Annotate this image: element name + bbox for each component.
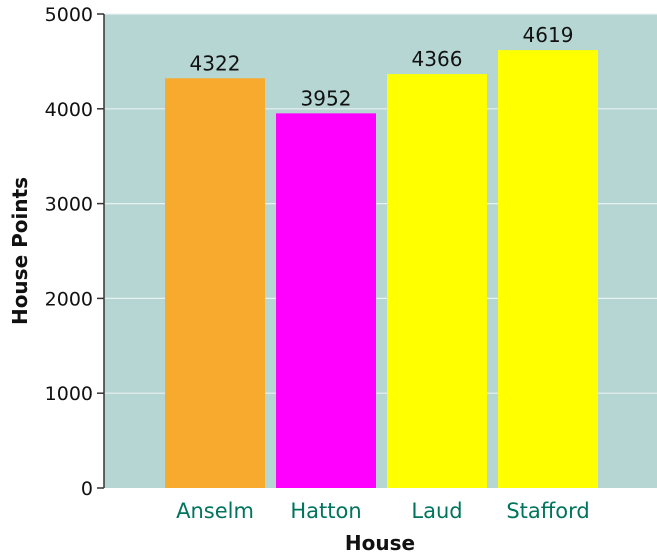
y-axis-ticks: 0 1000 2000 3000 4000 5000 (45, 4, 104, 500)
x-axis-title: House (345, 531, 415, 555)
y-tick-label: 4000 (45, 99, 93, 121)
y-axis-title: House Points (8, 177, 32, 325)
x-tick-label-hatton: Hatton (290, 499, 361, 523)
y-tick-label: 2000 (45, 288, 93, 310)
bar-hatton (276, 113, 376, 488)
y-tick-label: 0 (81, 478, 93, 500)
y-tick-label: 1000 (45, 383, 93, 405)
x-tick-label-laud: Laud (411, 499, 462, 523)
x-tick-label-stafford: Stafford (506, 499, 589, 523)
value-labels: 4322 3952 4366 4619 (190, 23, 574, 110)
y-tick-label: 5000 (45, 4, 93, 26)
bars (165, 50, 598, 488)
x-tick-label-anselm: Anselm (176, 499, 254, 523)
value-label-anselm: 4322 (190, 51, 241, 75)
bar-anselm (165, 78, 265, 488)
x-axis-labels: Anselm Hatton Laud Stafford (176, 499, 590, 523)
value-label-stafford: 4619 (523, 23, 574, 47)
value-label-laud: 4366 (412, 47, 463, 71)
bar-stafford (498, 50, 598, 488)
value-label-hatton: 3952 (301, 86, 352, 110)
bar-laud (387, 74, 487, 488)
y-tick-label: 3000 (45, 194, 93, 216)
